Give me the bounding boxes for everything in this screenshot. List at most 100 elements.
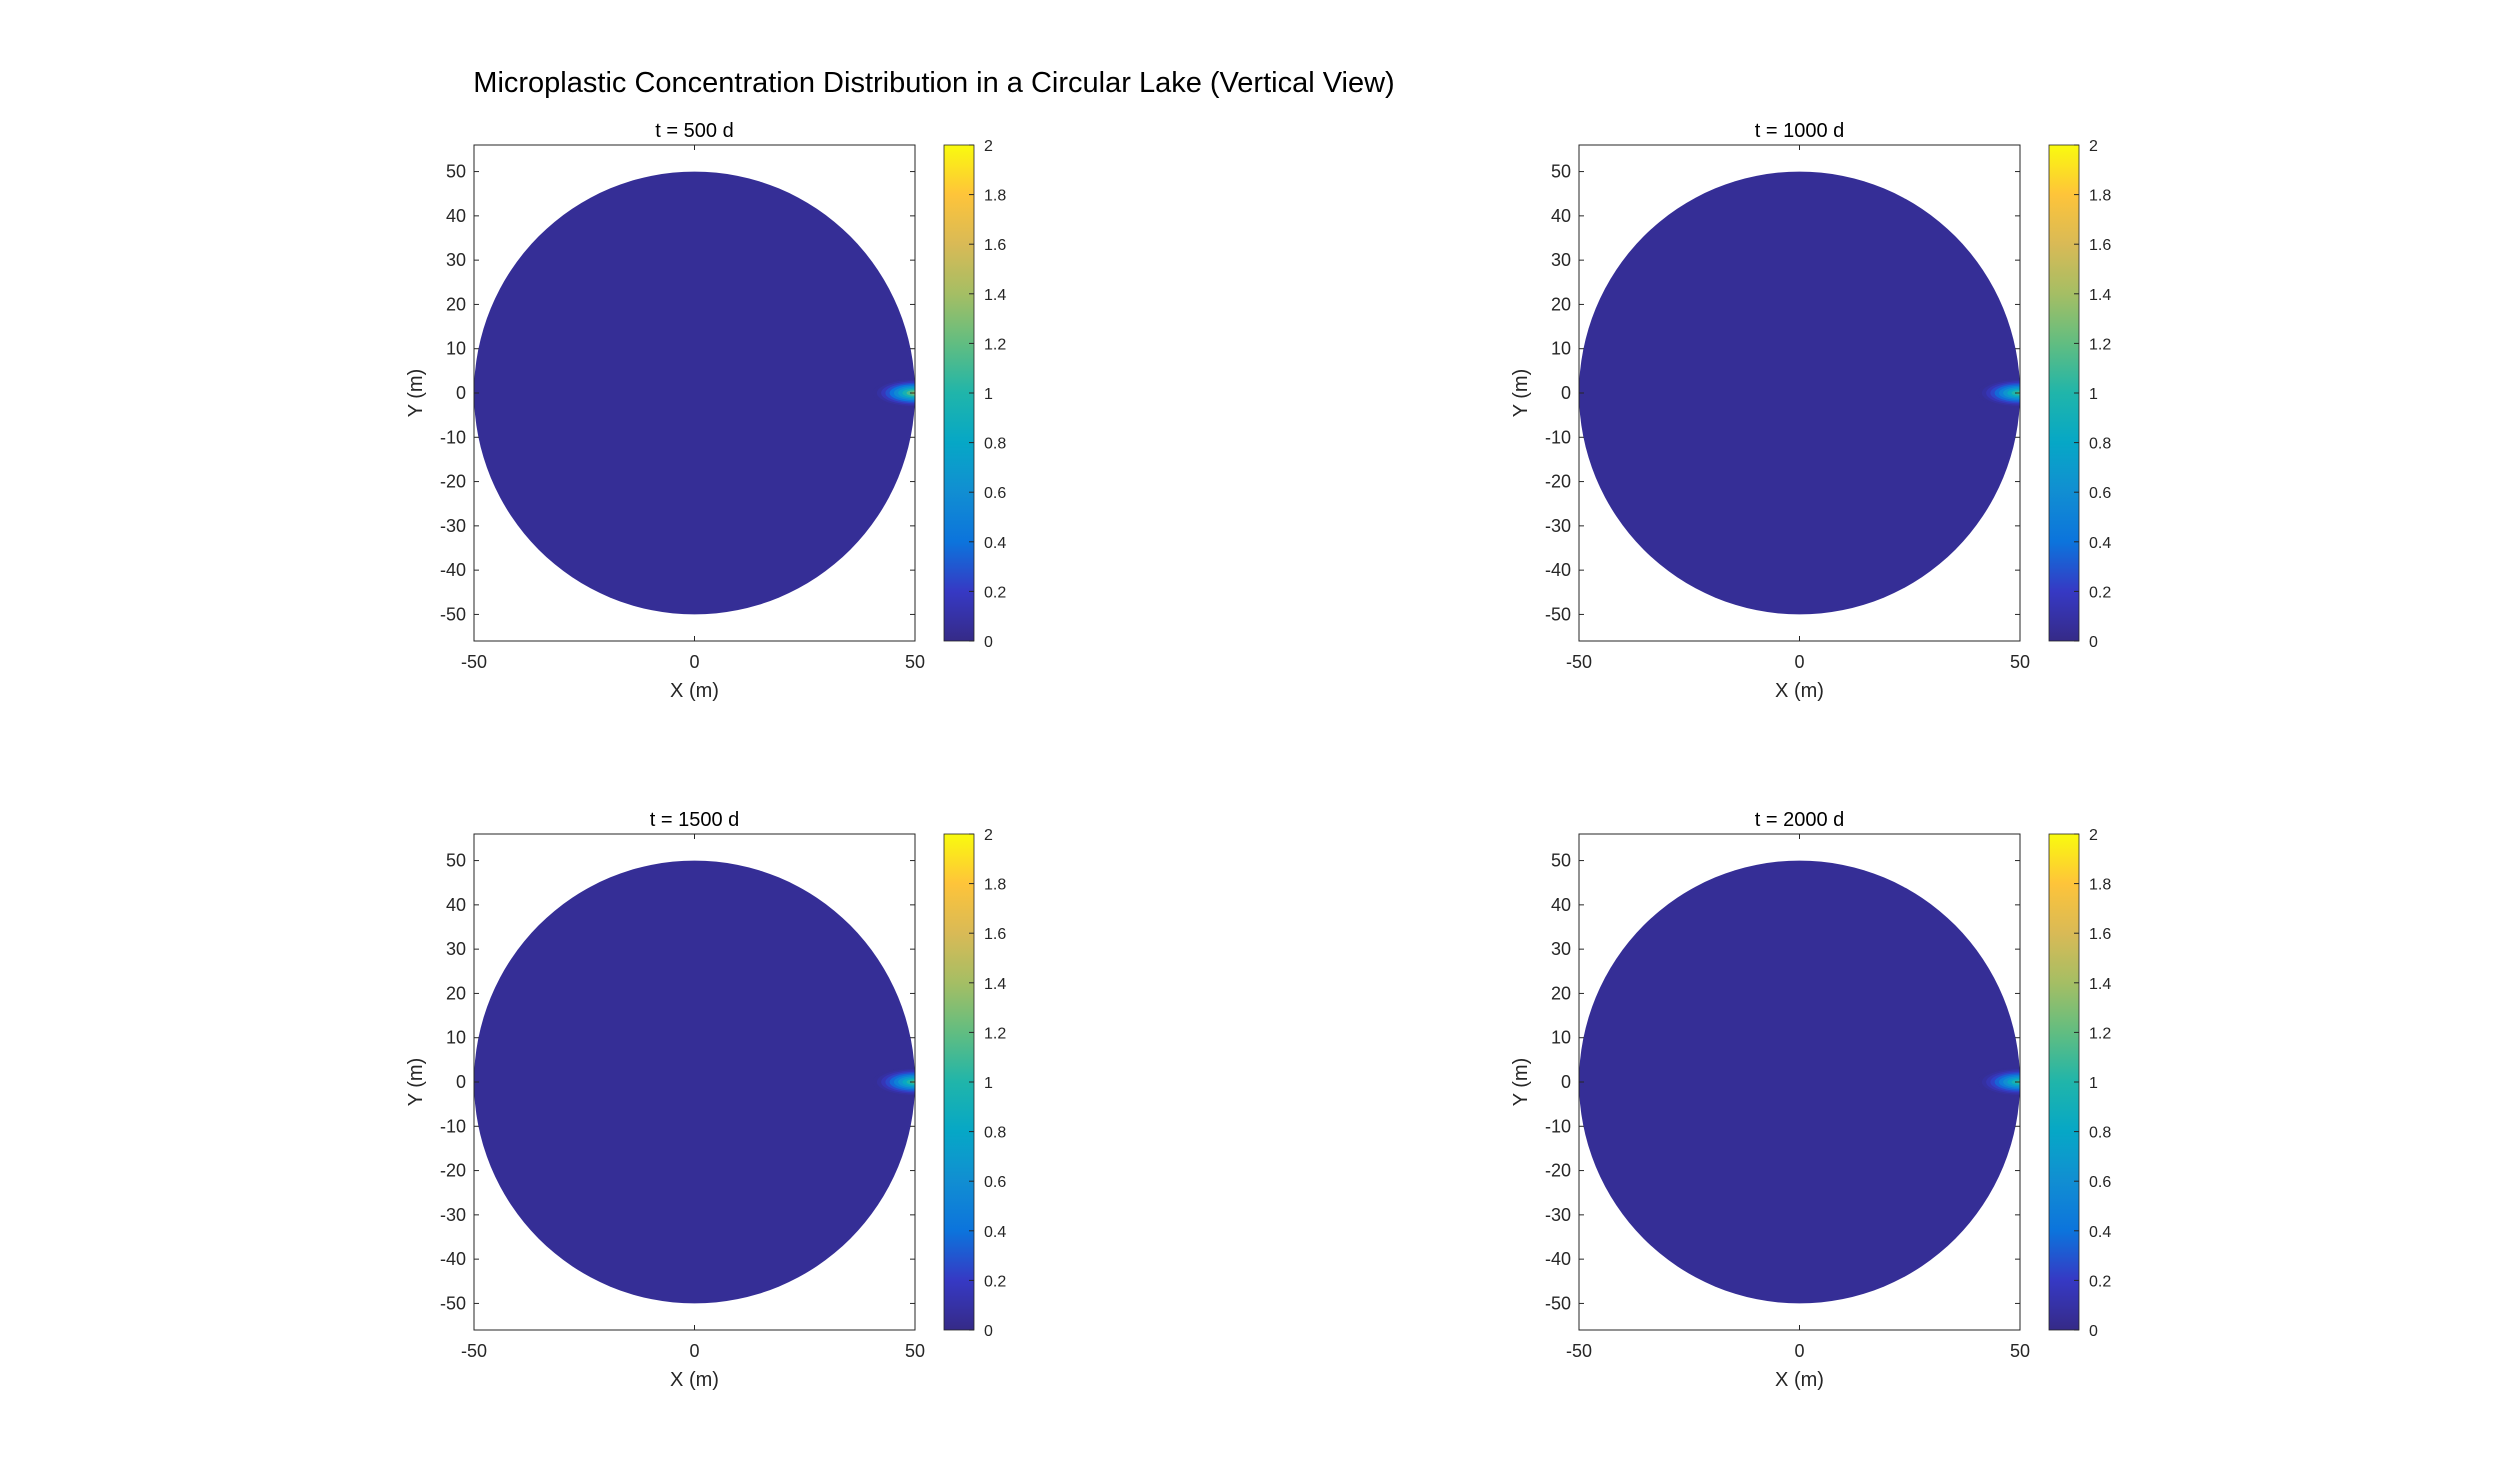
source-plume <box>872 1067 915 1097</box>
x-tick-label: 0 <box>1794 1341 1804 1361</box>
y-tick-label: -20 <box>440 472 466 492</box>
colorbar-tick-label: 0.2 <box>2089 1273 2111 1290</box>
colorbar-tick-label: 1 <box>2089 1075 2098 1092</box>
x-tick-label: 50 <box>2010 1341 2030 1361</box>
y-tick-label: -40 <box>440 560 466 580</box>
colorbar-tick-label: 1.8 <box>984 188 1006 205</box>
colorbar-tick-label: 1.2 <box>984 336 1006 353</box>
colorbar-tick-label: 1.4 <box>2089 287 2111 304</box>
colorbar-tick-label: 0.2 <box>984 1273 1006 1290</box>
colorbar-tick-label: 1.4 <box>984 976 1006 993</box>
y-tick-label: 50 <box>446 162 466 182</box>
colorbar-tick-label: 1.8 <box>984 877 1006 894</box>
colorbar-tick-label: 0 <box>2089 634 2098 651</box>
x-tick-label: 50 <box>2010 652 2030 672</box>
y-tick-label: 30 <box>1551 250 1571 270</box>
colorbar-tick-label: 0.6 <box>2089 485 2111 502</box>
colorbar-tick-label: 0.6 <box>984 485 1006 502</box>
x-tick-label: 0 <box>1794 652 1804 672</box>
y-tick-label: -10 <box>1545 427 1571 447</box>
colorbar-tick-label: 0.8 <box>2089 436 2111 453</box>
colorbar-tick-label: 1.6 <box>2089 237 2111 254</box>
y-tick-label: 10 <box>446 1028 466 1048</box>
y-tick-label: 20 <box>446 983 466 1003</box>
colorbar-tick-label: 0 <box>2089 1323 2098 1340</box>
colorbar-tick-label: 2 <box>984 138 993 155</box>
panel-title: t = 2000 d <box>1755 809 1845 831</box>
y-tick-label: 50 <box>446 851 466 871</box>
plume-contour <box>2011 1079 2020 1085</box>
colorbar-tick-label: 0.8 <box>984 1125 1006 1142</box>
colorbar-tick-label: 0.4 <box>2089 535 2111 552</box>
colorbar-tick-label: 0.8 <box>2089 1125 2111 1142</box>
y-axis-label: Y (m) <box>1510 369 1532 418</box>
colorbar-tick-label: 1.6 <box>2089 926 2111 943</box>
y-tick-label: 40 <box>446 895 466 915</box>
colorbar-tick-label: 0.4 <box>984 535 1006 552</box>
y-tick-label: 30 <box>446 250 466 270</box>
y-tick-label: 20 <box>1551 983 1571 1003</box>
y-tick-label: -20 <box>1545 472 1571 492</box>
y-axis-label: Y (m) <box>405 369 427 418</box>
colorbar-tick-label: 2 <box>984 827 993 844</box>
y-tick-label: 20 <box>446 294 466 314</box>
colorbar-tick-label: 1 <box>984 386 993 403</box>
y-tick-label: 10 <box>1551 339 1571 359</box>
lake-disc <box>1579 860 2020 1304</box>
y-tick-label: -20 <box>440 1161 466 1181</box>
colorbar-tick-label: 1.6 <box>984 237 1006 254</box>
y-tick-label: 0 <box>1561 383 1571 403</box>
plume-contour <box>2011 390 2020 396</box>
y-tick-label: 10 <box>1551 1028 1571 1048</box>
y-tick-label: -30 <box>1545 516 1571 536</box>
colorbar-tick-label: 1.8 <box>2089 188 2111 205</box>
y-tick-label: -30 <box>440 1205 466 1225</box>
y-tick-label: 0 <box>456 383 466 403</box>
colorbar-tick-label: 1.2 <box>2089 336 2111 353</box>
y-axis-label: Y (m) <box>405 1058 427 1107</box>
lake-disc <box>474 860 915 1304</box>
colorbar-tick-label: 1 <box>2089 386 2098 403</box>
y-tick-label: -50 <box>1545 1293 1571 1313</box>
y-tick-label: -50 <box>440 604 466 624</box>
y-tick-label: 30 <box>1551 939 1571 959</box>
colorbar-tick-label: 2 <box>2089 827 2098 844</box>
y-tick-label: -30 <box>1545 1205 1571 1225</box>
y-tick-label: 50 <box>1551 162 1571 182</box>
colorbar-tick-label: 0.6 <box>984 1174 1006 1191</box>
x-tick-label: -50 <box>1566 1341 1592 1361</box>
plume-contour <box>910 1080 915 1084</box>
colorbar-tick-label: 2 <box>2089 138 2098 155</box>
x-tick-label: -50 <box>461 652 487 672</box>
colorbar-tick-label: 1.4 <box>2089 976 2111 993</box>
x-axis-label: X (m) <box>670 1369 719 1391</box>
colorbar-tick-label: 1 <box>984 1075 993 1092</box>
colorbar-tick-label: 0.8 <box>984 436 1006 453</box>
colorbar-tick-label: 0 <box>984 1323 993 1340</box>
colorbar-tick-label: 1.2 <box>984 1025 1006 1042</box>
x-tick-label: 0 <box>689 652 699 672</box>
colorbar-tick-label: 1.4 <box>984 287 1006 304</box>
x-axis-label: X (m) <box>670 680 719 702</box>
colorbar-tick-label: 0 <box>984 634 993 651</box>
y-tick-label: -40 <box>1545 1249 1571 1269</box>
y-tick-label: -10 <box>440 427 466 447</box>
colorbar-tick-label: 0.6 <box>2089 1174 2111 1191</box>
x-tick-label: 50 <box>905 1341 925 1361</box>
y-tick-label: -50 <box>440 1293 466 1313</box>
y-tick-label: 30 <box>446 939 466 959</box>
colorbar-tick-label: 1.8 <box>2089 877 2111 894</box>
lake-disc <box>474 171 915 615</box>
y-tick-label: 40 <box>1551 206 1571 226</box>
y-tick-label: -50 <box>1545 604 1571 624</box>
x-tick-label: 50 <box>905 652 925 672</box>
colorbar-tick-label: 0.2 <box>984 584 1006 601</box>
plume-contour <box>910 391 915 395</box>
y-tick-label: -20 <box>1545 1161 1571 1181</box>
